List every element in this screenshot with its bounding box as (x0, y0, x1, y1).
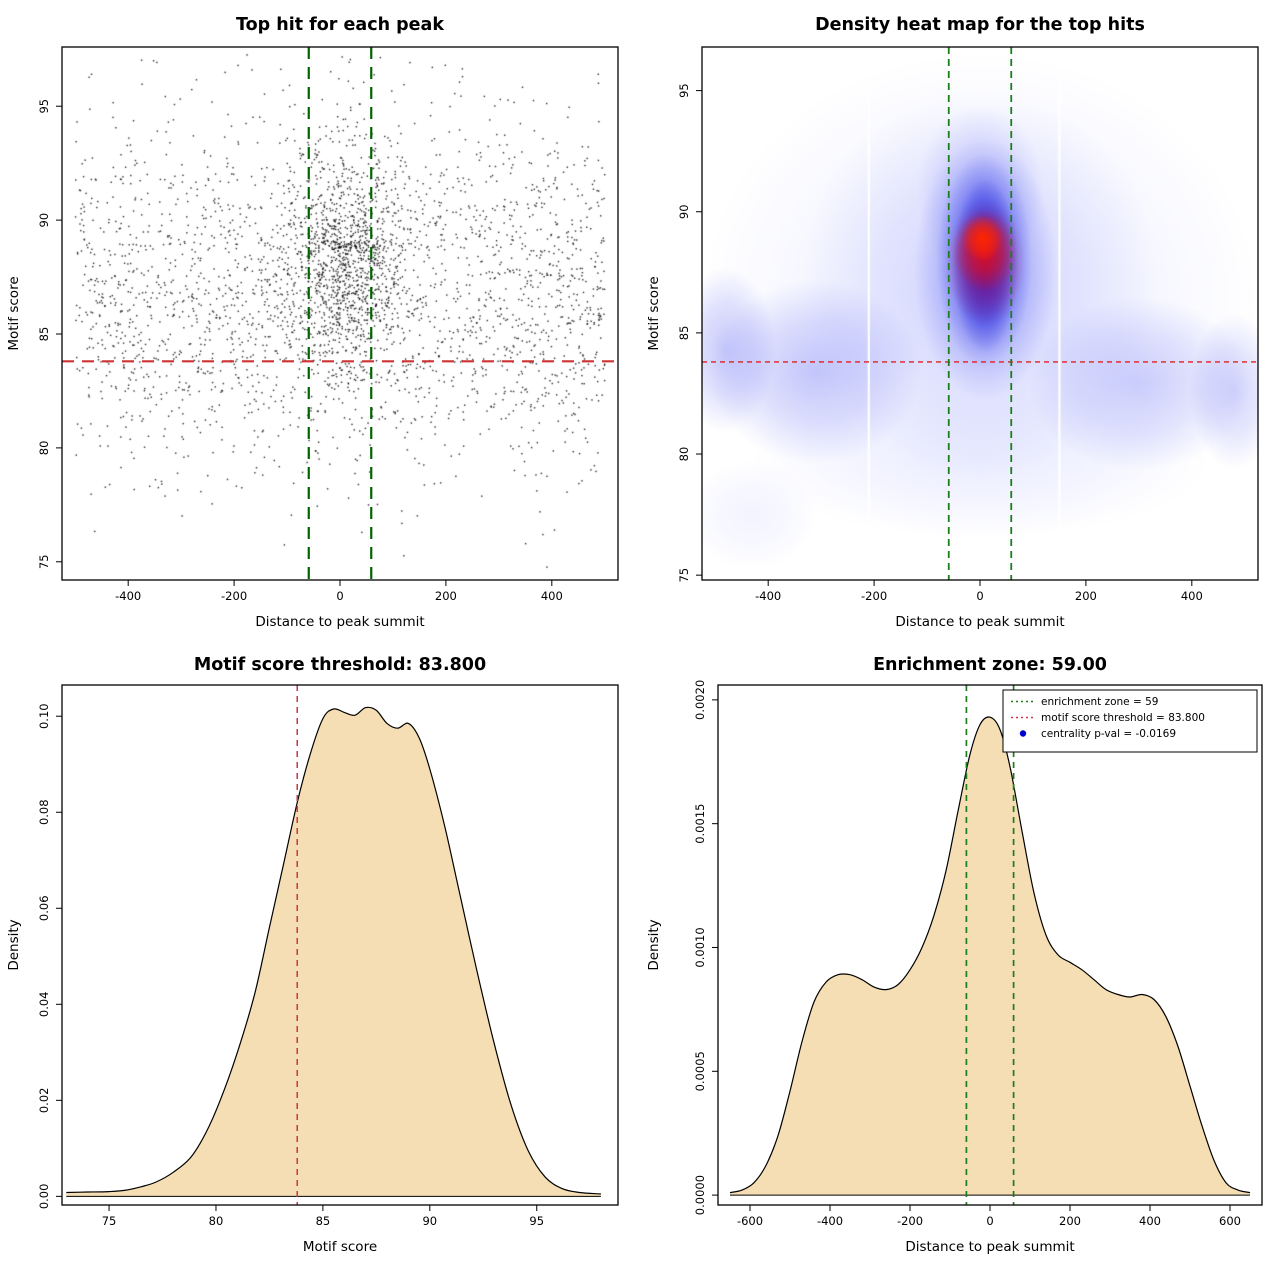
y-axis-title: Motif score (6, 276, 22, 350)
legend-box (1002, 689, 1258, 753)
y-tick-label: 75 (37, 554, 51, 569)
legend-label: centrality p-val = -0.0169 (1041, 728, 1176, 740)
top-hit-scatter-canvas (62, 47, 618, 580)
panel-title-scatter: Top hit for each peak (236, 15, 444, 35)
panel-title-score-density: Motif score threshold: 83.800 (193, 655, 487, 675)
panel-distance-density: Enrichment zone: 59.00 -600 -400 -200 0 200 4… (640, 640, 1280, 1280)
density-heatmap-frame (701, 46, 1259, 581)
x-tick-label: 0 (336, 589, 343, 603)
panel-density-heatmap: Density heat map for the top hits -400 -2… (640, 0, 1280, 640)
x-tick-label: 95 (529, 1214, 544, 1228)
x-axis-title: Distance to peak summit (895, 614, 1064, 630)
top-hit-scatter-frame (61, 46, 619, 581)
y-tick-label: 0.10 (37, 703, 51, 729)
y-tick-label: 0.0020 (693, 680, 707, 720)
x-axis-title: Motif score (303, 1239, 377, 1255)
x-tick-label: 400 (1181, 589, 1203, 603)
x-tick-label: 0 (976, 589, 983, 603)
motif-score-density-area (66, 707, 601, 1197)
y-tick-label: 75 (677, 568, 691, 583)
motif-score-density-curve (66, 706, 601, 1195)
x-tick-label: 400 (541, 589, 563, 603)
x-tick-label: 90 (422, 1214, 437, 1228)
motif-score-density-svg: 75 80 85 90 95 0.00 0.02 0.04 0.06 0.08 0.10 Motif … (6, 684, 619, 1255)
x-tick-label: 400 (1139, 1214, 1161, 1228)
x-tick-label: -600 (737, 1214, 763, 1228)
x-tick-label: -400 (115, 589, 141, 603)
y-tick-label: 0.00 (37, 1184, 51, 1210)
panel-motif-score-density: Motif score threshold: 83.800 75 80 85 90 95… (0, 640, 640, 1280)
x-tick-label: -200 (897, 1214, 923, 1228)
density-heatmap-svg: -400 -200 0 200 400 75 80 85 90 95 Distance to pea… (646, 46, 1259, 630)
y-tick-label: 0.04 (37, 991, 51, 1017)
x-tick-label: 200 (435, 589, 457, 603)
y-tick-label: 0.02 (37, 1088, 51, 1114)
y-tick-label: 0.0005 (693, 1051, 707, 1091)
x-tick-label: 85 (316, 1214, 331, 1228)
y-tick-label: 0.08 (37, 799, 51, 825)
x-axis-title: Distance to peak summit (905, 1239, 1074, 1255)
distance-density-area (730, 717, 1250, 1196)
y-axis-title: Motif score (646, 276, 662, 350)
y-axis-title: Density (646, 919, 662, 970)
legend-point-sample (1019, 730, 1027, 737)
y-tick-label: 0.0015 (693, 804, 707, 844)
y-axis-title: Density (6, 919, 22, 970)
distance-density-curve (729, 716, 1251, 1194)
x-axis-title: Distance to peak summit (255, 614, 424, 630)
top-hit-scatter-svg: -400 -200 0 200 400 75 80 85 90 95 Distance to pea… (6, 46, 619, 630)
x-tick-label: 80 (209, 1214, 224, 1228)
y-tick-label: 90 (37, 213, 51, 228)
x-tick-label: -400 (817, 1214, 843, 1228)
motif-score-density-frame (61, 684, 619, 1206)
x-tick-label: -200 (221, 589, 247, 603)
x-tick-label: -200 (861, 589, 887, 603)
y-tick-label: 95 (677, 83, 691, 98)
panel-title-distance-density: Enrichment zone: 59.00 (873, 655, 1107, 675)
y-tick-label: 90 (677, 204, 691, 219)
y-tick-label: 80 (37, 441, 51, 456)
x-tick-label: 200 (1075, 589, 1097, 603)
x-tick-label: 600 (1219, 1214, 1241, 1228)
density-heatmap-canvas (702, 47, 1258, 580)
legend-label: enrichment zone = 59 (1041, 696, 1158, 708)
x-tick-label: 200 (1059, 1214, 1081, 1228)
y-tick-label: 0.0010 (693, 927, 707, 967)
y-tick-label: 80 (677, 447, 691, 462)
y-tick-label: 0.0000 (693, 1175, 707, 1215)
panel-title-heatmap: Density heat map for the top hits (815, 15, 1145, 35)
x-tick-label: 0 (986, 1214, 993, 1228)
x-tick-label: -400 (755, 589, 781, 603)
distance-density-svg: -600 -400 -200 0 200 400 600 0.0000 0.0005 0.0010… (646, 680, 1263, 1255)
legend-label: motif score threshold = 83.800 (1041, 712, 1205, 724)
y-tick-label: 85 (37, 327, 51, 342)
y-tick-label: 95 (37, 99, 51, 114)
y-tick-label: 0.06 (37, 895, 51, 921)
y-tick-label: 85 (677, 326, 691, 341)
x-tick-label: 75 (102, 1214, 117, 1228)
panel-top-hit-scatter: Top hit for each peak -400 -200 0 200 400 75 8… (0, 0, 640, 640)
